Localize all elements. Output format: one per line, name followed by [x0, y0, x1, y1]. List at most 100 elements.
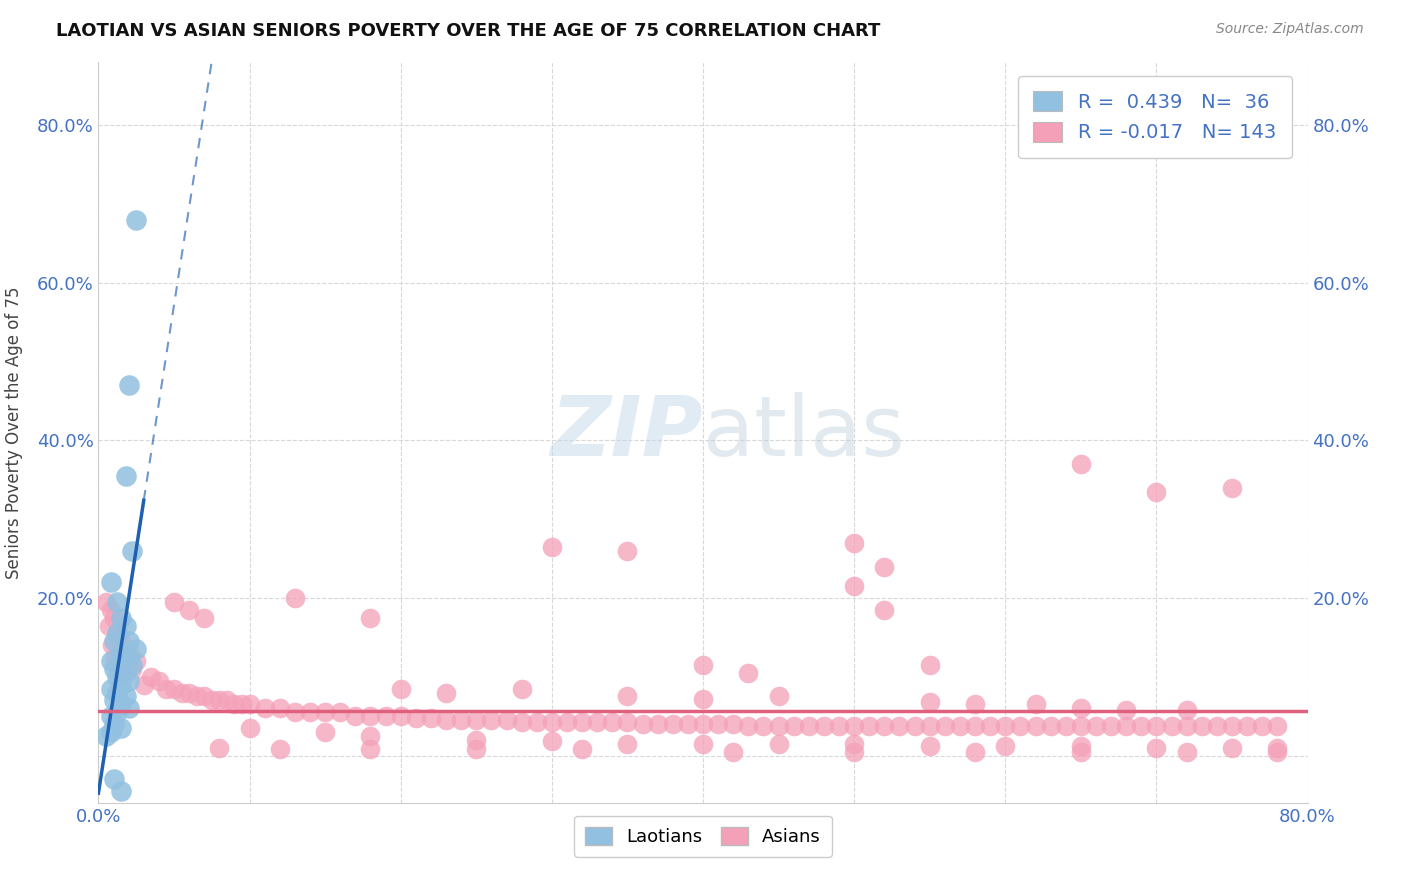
- Point: [768, 718, 790, 732]
- Point: [329, 705, 352, 719]
- Point: [389, 709, 412, 723]
- Point: [1144, 718, 1167, 732]
- Point: [105, 705, 128, 719]
- Point: [1220, 481, 1243, 495]
- Point: [873, 559, 896, 574]
- Point: [125, 642, 148, 657]
- Point: [1267, 740, 1289, 755]
- Point: [844, 737, 866, 751]
- Point: [100, 709, 122, 723]
- Point: [118, 378, 141, 392]
- Point: [647, 717, 669, 731]
- Point: [949, 718, 972, 732]
- Point: [224, 698, 246, 712]
- Point: [571, 742, 593, 756]
- Point: [965, 698, 987, 712]
- Point: [103, 634, 125, 648]
- Point: [768, 737, 790, 751]
- Point: [360, 611, 382, 625]
- Point: [844, 745, 866, 759]
- Point: [110, 611, 132, 625]
- Point: [125, 654, 148, 668]
- Point: [108, 657, 131, 672]
- Point: [208, 693, 231, 707]
- Point: [934, 718, 956, 732]
- Point: [918, 739, 941, 753]
- Point: [101, 638, 124, 652]
- Point: [737, 718, 759, 732]
- Point: [616, 737, 638, 751]
- Point: [1024, 718, 1046, 732]
- Point: [616, 543, 638, 558]
- Point: [737, 665, 759, 680]
- Point: [105, 626, 128, 640]
- Point: [110, 678, 132, 692]
- Point: [284, 705, 307, 719]
- Point: [269, 742, 291, 756]
- Point: [723, 717, 745, 731]
- Point: [510, 681, 533, 696]
- Point: [1070, 457, 1092, 471]
- Point: [692, 691, 714, 706]
- Point: [179, 603, 201, 617]
- Point: [1220, 718, 1243, 732]
- Point: [918, 695, 941, 709]
- Point: [1175, 718, 1198, 732]
- Point: [994, 718, 1017, 732]
- Point: [118, 634, 141, 648]
- Point: [526, 714, 548, 729]
- Point: [1130, 718, 1153, 732]
- Point: [889, 718, 911, 732]
- Point: [163, 595, 186, 609]
- Point: [1115, 718, 1137, 732]
- Point: [114, 618, 136, 632]
- Point: [110, 784, 132, 798]
- Point: [1206, 718, 1229, 732]
- Point: [186, 690, 208, 704]
- Point: [676, 717, 699, 731]
- Point: [105, 626, 128, 640]
- Point: [231, 698, 253, 712]
- Point: [125, 213, 148, 227]
- Point: [1010, 718, 1032, 732]
- Point: [1039, 718, 1062, 732]
- Point: [586, 715, 609, 730]
- Point: [201, 693, 224, 707]
- Point: [105, 685, 128, 699]
- Point: [141, 670, 163, 684]
- Point: [110, 634, 132, 648]
- Point: [1160, 718, 1182, 732]
- Point: [692, 657, 714, 672]
- Point: [132, 678, 155, 692]
- Point: [1054, 718, 1077, 732]
- Point: [103, 662, 125, 676]
- Point: [904, 718, 927, 732]
- Point: [707, 717, 730, 731]
- Point: [114, 665, 136, 680]
- Point: [752, 718, 775, 732]
- Point: [103, 693, 125, 707]
- Point: [540, 540, 562, 554]
- Point: [965, 745, 987, 759]
- Point: [495, 713, 517, 727]
- Point: [1220, 740, 1243, 755]
- Point: [269, 701, 291, 715]
- Text: LAOTIAN VS ASIAN SENIORS POVERTY OVER THE AGE OF 75 CORRELATION CHART: LAOTIAN VS ASIAN SENIORS POVERTY OVER TH…: [56, 22, 880, 40]
- Point: [1115, 703, 1137, 717]
- Point: [450, 713, 472, 727]
- Point: [179, 685, 201, 699]
- Point: [918, 657, 941, 672]
- Point: [100, 654, 122, 668]
- Point: [100, 603, 122, 617]
- Text: atlas: atlas: [703, 392, 904, 473]
- Point: [314, 705, 336, 719]
- Point: [114, 469, 136, 483]
- Point: [110, 698, 132, 712]
- Text: Source: ZipAtlas.com: Source: ZipAtlas.com: [1216, 22, 1364, 37]
- Point: [797, 718, 820, 732]
- Point: [1175, 703, 1198, 717]
- Point: [1251, 718, 1274, 732]
- Y-axis label: Seniors Poverty Over the Age of 75: Seniors Poverty Over the Age of 75: [4, 286, 22, 579]
- Point: [692, 737, 714, 751]
- Point: [163, 681, 186, 696]
